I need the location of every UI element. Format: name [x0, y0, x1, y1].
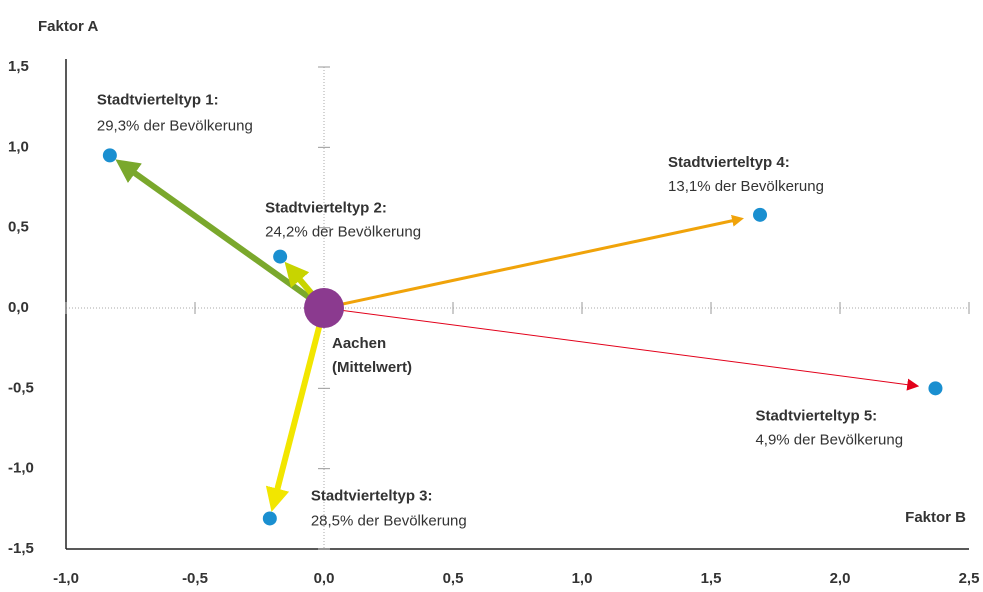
x-tick-label: 1,0 — [572, 570, 593, 587]
y-tick-label: 1,5 — [8, 58, 29, 75]
x-tick-label: 0,0 — [314, 570, 335, 587]
y-tick-label: 0,5 — [8, 219, 29, 236]
point-share: 24,2% der Bevölkerung — [265, 224, 421, 241]
x-tick-label: 0,5 — [443, 570, 464, 587]
x-tick-label: 1,5 — [701, 570, 722, 587]
y-tick-label: -1,5 — [8, 540, 34, 557]
point-share: 4,9% der Bevölkerung — [755, 431, 903, 448]
point — [262, 511, 277, 526]
y-axis-title: Faktor A — [38, 18, 98, 35]
point-name: Stadtvierteltyp 3: — [311, 487, 433, 504]
point — [928, 381, 943, 396]
vector — [265, 307, 327, 512]
point-share: 13,1% der Bevölkerung — [668, 178, 824, 195]
x-tick-label: -0,5 — [182, 570, 208, 587]
vector — [323, 307, 920, 391]
y-tick-label: 1,0 — [8, 138, 29, 155]
point-name: Stadtvierteltyp 5: — [755, 407, 877, 424]
point-name: Stadtvierteltyp 1: — [97, 91, 219, 108]
point-share: 28,5% der Bevölkerung — [311, 512, 467, 529]
vector — [323, 214, 744, 310]
x-tick-label: 2,5 — [959, 570, 980, 587]
y-tick-label: -1,0 — [8, 460, 34, 477]
origin-point — [304, 288, 344, 328]
point-name: Stadtvierteltyp 4: — [668, 154, 790, 171]
point — [753, 207, 768, 222]
x-tick-label: 2,0 — [830, 570, 851, 587]
point — [102, 148, 117, 163]
point-share: 29,3% der Bevölkerung — [97, 117, 253, 134]
x-tick-label: -1,0 — [53, 570, 79, 587]
point-name: Stadtvierteltyp 2: — [265, 200, 387, 217]
y-tick-label: 0,0 — [8, 299, 29, 316]
x-axis-title: Faktor B — [905, 509, 966, 526]
point — [273, 249, 288, 264]
origin-name: Aachen — [332, 335, 386, 352]
origin-note: (Mittelwert) — [332, 359, 412, 376]
y-tick-label: -0,5 — [8, 379, 34, 396]
